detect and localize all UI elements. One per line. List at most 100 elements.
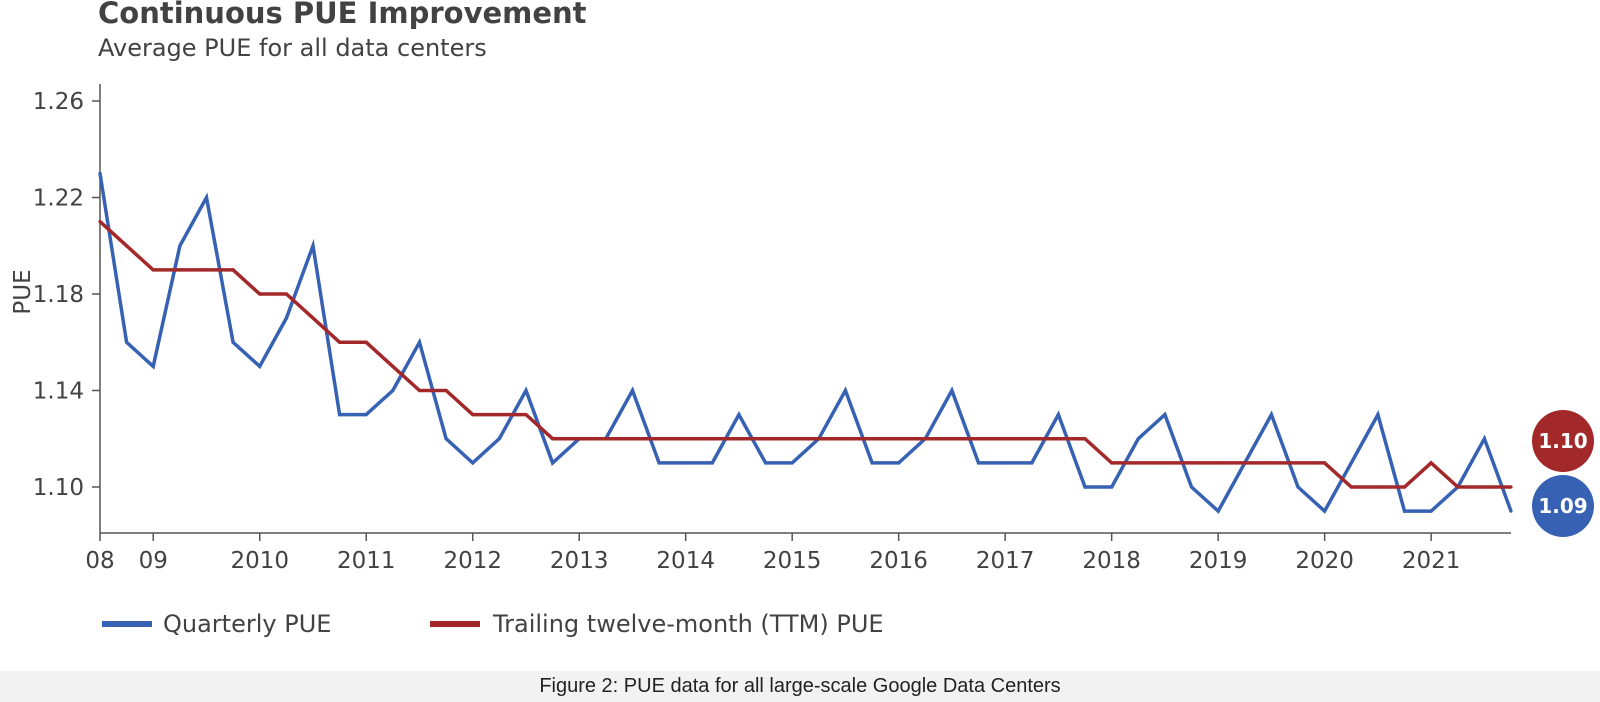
legend-label-trailing-twelve-month-ttm-pue: Trailing twelve-month (TTM) PUE: [492, 610, 884, 638]
series-line-quarterly-pue: [98, 173, 1513, 514]
data-point-quarterly-pue: [1136, 437, 1140, 441]
data-point-trailing-twelve-month-ttm-pue: [1402, 485, 1407, 489]
data-point-quarterly-pue: [1163, 413, 1167, 417]
data-point-trailing-twelve-month-ttm-pue: [1083, 437, 1087, 441]
data-point-quarterly-pue: [790, 461, 794, 465]
data-point-trailing-twelve-month-ttm-pue: [657, 437, 661, 441]
data-point-quarterly-pue: [417, 340, 422, 344]
data-point-trailing-twelve-month-ttm-pue: [710, 437, 714, 441]
data-point-quarterly-pue: [338, 413, 342, 417]
data-point-trailing-twelve-month-ttm-pue: [1296, 461, 1300, 465]
data-point-quarterly-pue: [204, 195, 209, 200]
data-point-trailing-twelve-month-ttm-pue: [444, 388, 448, 393]
data-point-trailing-twelve-month-ttm-pue: [98, 220, 102, 224]
series-layer: [98, 171, 1513, 514]
data-point-trailing-twelve-month-ttm-pue: [497, 413, 501, 417]
data-point-quarterly-pue: [391, 388, 395, 393]
data-point-quarterly-pue: [284, 316, 288, 320]
data-point-trailing-twelve-month-ttm-pue: [551, 437, 555, 441]
end-label-badge-quarterly-pue: [1532, 475, 1594, 537]
data-point-trailing-twelve-month-ttm-pue: [817, 437, 821, 441]
data-point-trailing-twelve-month-ttm-pue: [737, 437, 741, 441]
data-point-trailing-twelve-month-ttm-pue: [790, 437, 794, 441]
data-point-quarterly-pue: [497, 437, 501, 441]
data-point-trailing-twelve-month-ttm-pue: [204, 268, 209, 272]
data-point-quarterly-pue: [1189, 485, 1194, 489]
data-point-quarterly-pue: [444, 437, 448, 441]
data-point-trailing-twelve-month-ttm-pue: [258, 292, 262, 296]
end-label-badge-trailing-twelve-month-ttm-pue: [1532, 410, 1594, 472]
legend: Quarterly PUE Trailing twelve-month (TTM)…: [102, 610, 884, 638]
data-point-quarterly-pue: [630, 388, 635, 393]
data-point-trailing-twelve-month-ttm-pue: [417, 388, 422, 393]
x-tick-label: 2020: [1295, 548, 1354, 574]
caption-bar: [0, 671, 1600, 702]
data-point-quarterly-pue: [1402, 509, 1407, 513]
end-label-value: 1.09: [1538, 494, 1587, 518]
data-point-quarterly-pue: [364, 413, 368, 417]
data-point-quarterly-pue: [870, 461, 874, 465]
data-point-quarterly-pue: [684, 461, 688, 465]
y-tick-label: 1.22: [33, 186, 84, 212]
data-point-trailing-twelve-month-ttm-pue: [1163, 461, 1167, 465]
data-point-trailing-twelve-month-ttm-pue: [604, 437, 608, 441]
data-point-quarterly-pue: [897, 461, 901, 465]
data-point-quarterly-pue: [98, 171, 102, 175]
x-tick-label: 2018: [1082, 548, 1141, 574]
y-tick-label: 1.26: [33, 89, 84, 115]
data-point-trailing-twelve-month-ttm-pue: [764, 437, 768, 441]
data-point-trailing-twelve-month-ttm-pue: [364, 340, 368, 344]
data-point-trailing-twelve-month-ttm-pue: [1189, 461, 1194, 465]
legend-label-quarterly-pue: Quarterly PUE: [163, 610, 331, 638]
data-point-trailing-twelve-month-ttm-pue: [1509, 485, 1513, 489]
data-point-trailing-twelve-month-ttm-pue: [630, 437, 635, 441]
figure-caption: Figure 2: PUE data for all large-scale G…: [539, 675, 1061, 697]
data-point-trailing-twelve-month-ttm-pue: [471, 413, 475, 417]
data-point-quarterly-pue: [311, 244, 315, 248]
data-point-trailing-twelve-month-ttm-pue: [1216, 461, 1220, 465]
data-point-quarterly-pue: [976, 461, 981, 465]
data-point-quarterly-pue: [1429, 509, 1433, 513]
data-point-trailing-twelve-month-ttm-pue: [1110, 461, 1114, 465]
data-point-trailing-twelve-month-ttm-pue: [1056, 437, 1060, 441]
data-point-trailing-twelve-month-ttm-pue: [1482, 485, 1486, 489]
series-line-trailing-twelve-month-ttm-pue: [98, 220, 1511, 489]
x-tick-label: 2021: [1402, 548, 1461, 574]
chart-axes: 1.10 1.14 1.18 1.22 1.26 08 09 2010 2011 2012 2013…: [10, 84, 1511, 574]
data-point-trailing-twelve-month-ttm-pue: [1136, 461, 1140, 465]
data-point-quarterly-pue: [1349, 461, 1353, 465]
data-point-quarterly-pue: [231, 340, 235, 344]
data-point-trailing-twelve-month-ttm-pue: [284, 292, 288, 296]
data-point-quarterly-pue: [1083, 485, 1087, 489]
y-axis-label: PUE: [10, 269, 36, 314]
data-point-trailing-twelve-month-ttm-pue: [843, 437, 848, 441]
data-point-trailing-twelve-month-ttm-pue: [178, 268, 182, 272]
x-tick-label: 2019: [1189, 548, 1248, 574]
x-tick-label: 2015: [763, 548, 822, 574]
data-point-trailing-twelve-month-ttm-pue: [311, 316, 315, 320]
data-point-quarterly-pue: [1003, 461, 1007, 465]
data-point-trailing-twelve-month-ttm-pue: [1376, 485, 1380, 489]
data-point-trailing-twelve-month-ttm-pue: [1030, 437, 1034, 441]
x-tick-label: 2010: [230, 548, 289, 574]
data-point-trailing-twelve-month-ttm-pue: [897, 437, 901, 441]
data-point-quarterly-pue: [258, 364, 262, 368]
data-point-trailing-twelve-month-ttm-pue: [976, 437, 981, 441]
data-point-quarterly-pue: [657, 461, 661, 465]
data-point-trailing-twelve-month-ttm-pue: [524, 413, 528, 417]
data-point-quarterly-pue: [1376, 413, 1380, 417]
x-tick-label: 08: [85, 548, 114, 574]
data-point-quarterly-pue: [524, 388, 528, 393]
data-point-trailing-twelve-month-ttm-pue: [125, 244, 129, 248]
data-point-quarterly-pue: [471, 461, 475, 465]
data-point-quarterly-pue: [1269, 413, 1273, 417]
data-point-quarterly-pue: [178, 244, 182, 248]
x-tick-label: 2011: [337, 548, 396, 574]
data-point-quarterly-pue: [125, 340, 129, 344]
data-point-trailing-twelve-month-ttm-pue: [923, 437, 927, 441]
data-point-quarterly-pue: [1030, 461, 1034, 465]
end-label-value: 1.10: [1538, 429, 1587, 453]
data-point-quarterly-pue: [737, 413, 741, 417]
data-point-quarterly-pue: [764, 461, 768, 465]
x-tick-label: 2014: [656, 548, 715, 574]
